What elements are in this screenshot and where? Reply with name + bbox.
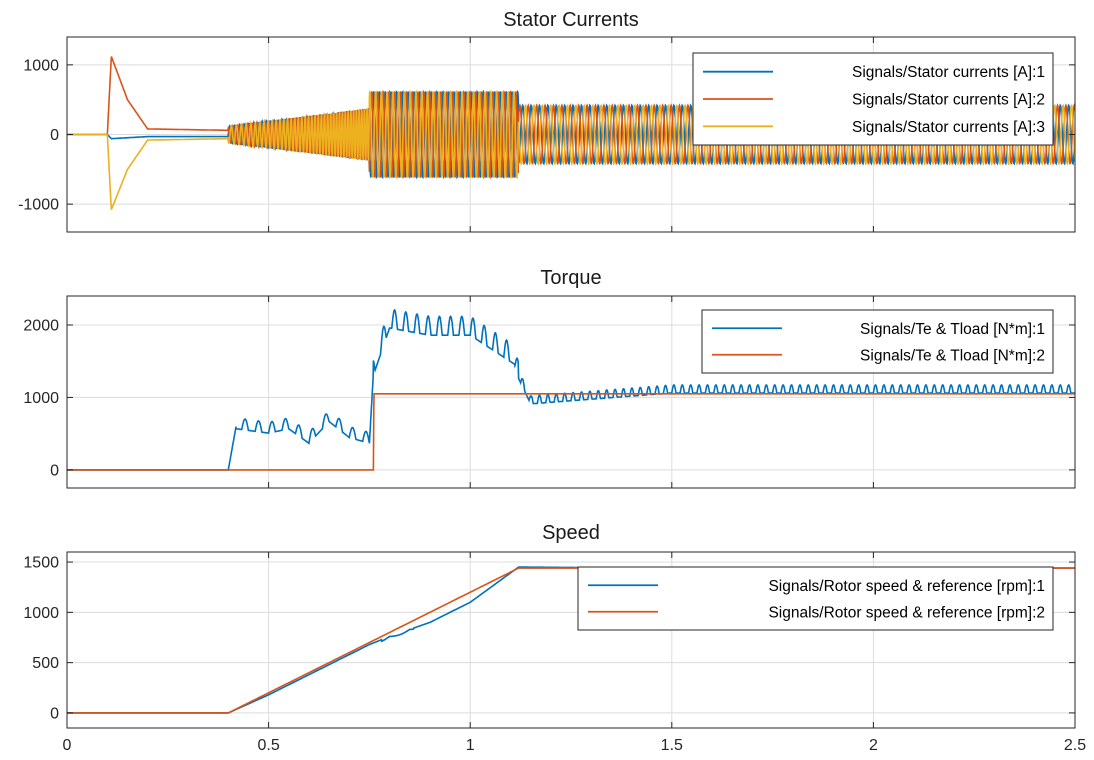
- x-tick-label: 0: [63, 737, 72, 754]
- x-tick-label: 2.5: [1064, 737, 1086, 754]
- x-tick-label: 1.5: [661, 737, 683, 754]
- legend-label: Signals/Stator currents [A]:3: [852, 119, 1045, 136]
- y-tick-label: 0: [50, 705, 59, 722]
- chart-title: Speed: [542, 522, 600, 544]
- panel-3: 0 500 1000 1500 0 0.5 1 1.5 2 2.5 Speed Signals/Rot…: [23, 522, 1086, 754]
- y-tick-label: 0: [50, 462, 59, 479]
- x-tick-label: 0.5: [257, 737, 279, 754]
- x-tick-label: 1: [466, 737, 475, 754]
- legend-label: Signals/Te & Tload [N*m]:2: [860, 347, 1045, 364]
- series-line-2: [67, 392, 1075, 471]
- y-tick-label: 1000: [23, 390, 59, 407]
- y-tick-label: 500: [32, 655, 59, 672]
- y-tick-label: 1500: [23, 555, 59, 572]
- legend-box: [701, 309, 1054, 374]
- axes-frame: [66, 551, 1076, 729]
- axes-frame: [66, 295, 1076, 489]
- x-tick-label: 2: [869, 737, 878, 754]
- series-line-3: [67, 89, 1075, 210]
- chart-title: Torque: [540, 267, 601, 289]
- legend-label: Signals/Rotor speed & reference [rpm]:2: [768, 604, 1045, 621]
- y-tick-label: 0: [50, 127, 59, 144]
- legend-label: Signals/Rotor speed & reference [rpm]:1: [768, 578, 1045, 595]
- legend-label: Signals/Stator currents [A]:2: [852, 92, 1045, 109]
- y-tick-label: -1000: [18, 197, 59, 214]
- legend-box: [577, 566, 1054, 631]
- y-tick-label: 1000: [23, 57, 59, 74]
- legend: Signals/Rotor speed & reference [rpm]:1 S…: [577, 566, 1054, 631]
- y-tick-label: 1000: [23, 605, 59, 622]
- legend-label: Signals/Stator currents [A]:1: [852, 64, 1045, 81]
- y-tick-label: 2000: [23, 317, 59, 334]
- legend-label: Signals/Te & Tload [N*m]:1: [860, 321, 1045, 338]
- legend: Signals/Stator currents [A]:1 Signals/Sta…: [692, 52, 1054, 146]
- legend: Signals/Te & Tload [N*m]:1 Signals/Te & T…: [701, 309, 1054, 374]
- panel-2: 0 1000 2000 Torque Signals/Te & Tload [N*m]:…: [23, 267, 1076, 489]
- chart-title: Stator Currents: [503, 9, 639, 31]
- panel-1: -1000 0 1000 Stator Currents Signals/Stator …: [18, 9, 1076, 233]
